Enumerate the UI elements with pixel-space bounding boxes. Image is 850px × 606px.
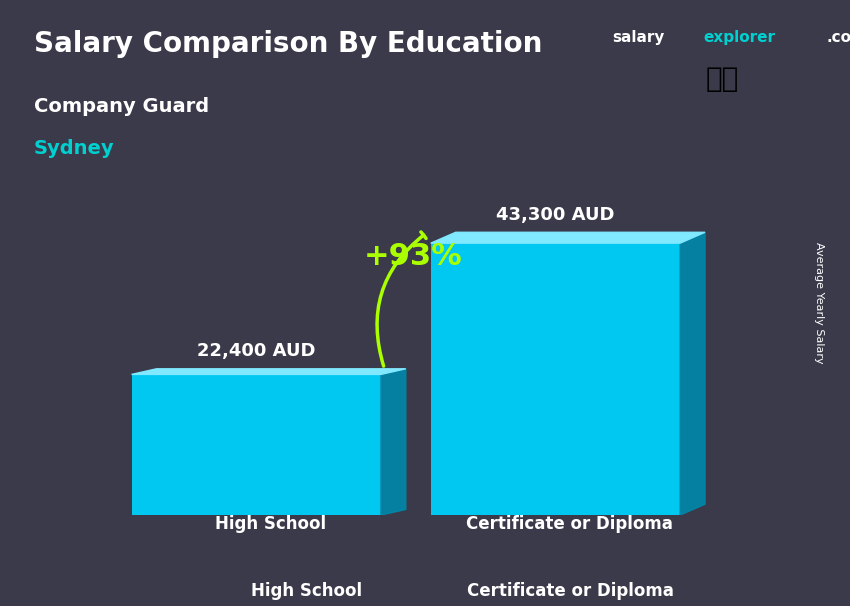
Text: Salary Comparison By Education: Salary Comparison By Education (34, 30, 542, 58)
Text: High School: High School (215, 515, 326, 533)
Text: 🇦🇺: 🇦🇺 (706, 65, 740, 93)
Text: 43,300 AUD: 43,300 AUD (496, 205, 615, 224)
Text: Company Guard: Company Guard (34, 97, 209, 116)
Polygon shape (431, 232, 705, 243)
Text: Certificate or Diploma: Certificate or Diploma (466, 515, 673, 533)
Text: explorer: explorer (704, 30, 776, 45)
Text: +93%: +93% (364, 242, 462, 271)
Text: Sydney: Sydney (34, 139, 115, 158)
Text: 22,400 AUD: 22,400 AUD (197, 342, 315, 360)
Text: Average Yearly Salary: Average Yearly Salary (814, 242, 824, 364)
Text: High School: High School (252, 582, 363, 600)
Text: .com: .com (826, 30, 850, 45)
Text: Certificate or Diploma: Certificate or Diploma (467, 582, 674, 600)
Text: salary: salary (612, 30, 665, 45)
FancyBboxPatch shape (132, 375, 381, 515)
FancyBboxPatch shape (431, 243, 680, 515)
Polygon shape (680, 232, 705, 515)
Polygon shape (132, 369, 405, 375)
Polygon shape (381, 369, 405, 515)
